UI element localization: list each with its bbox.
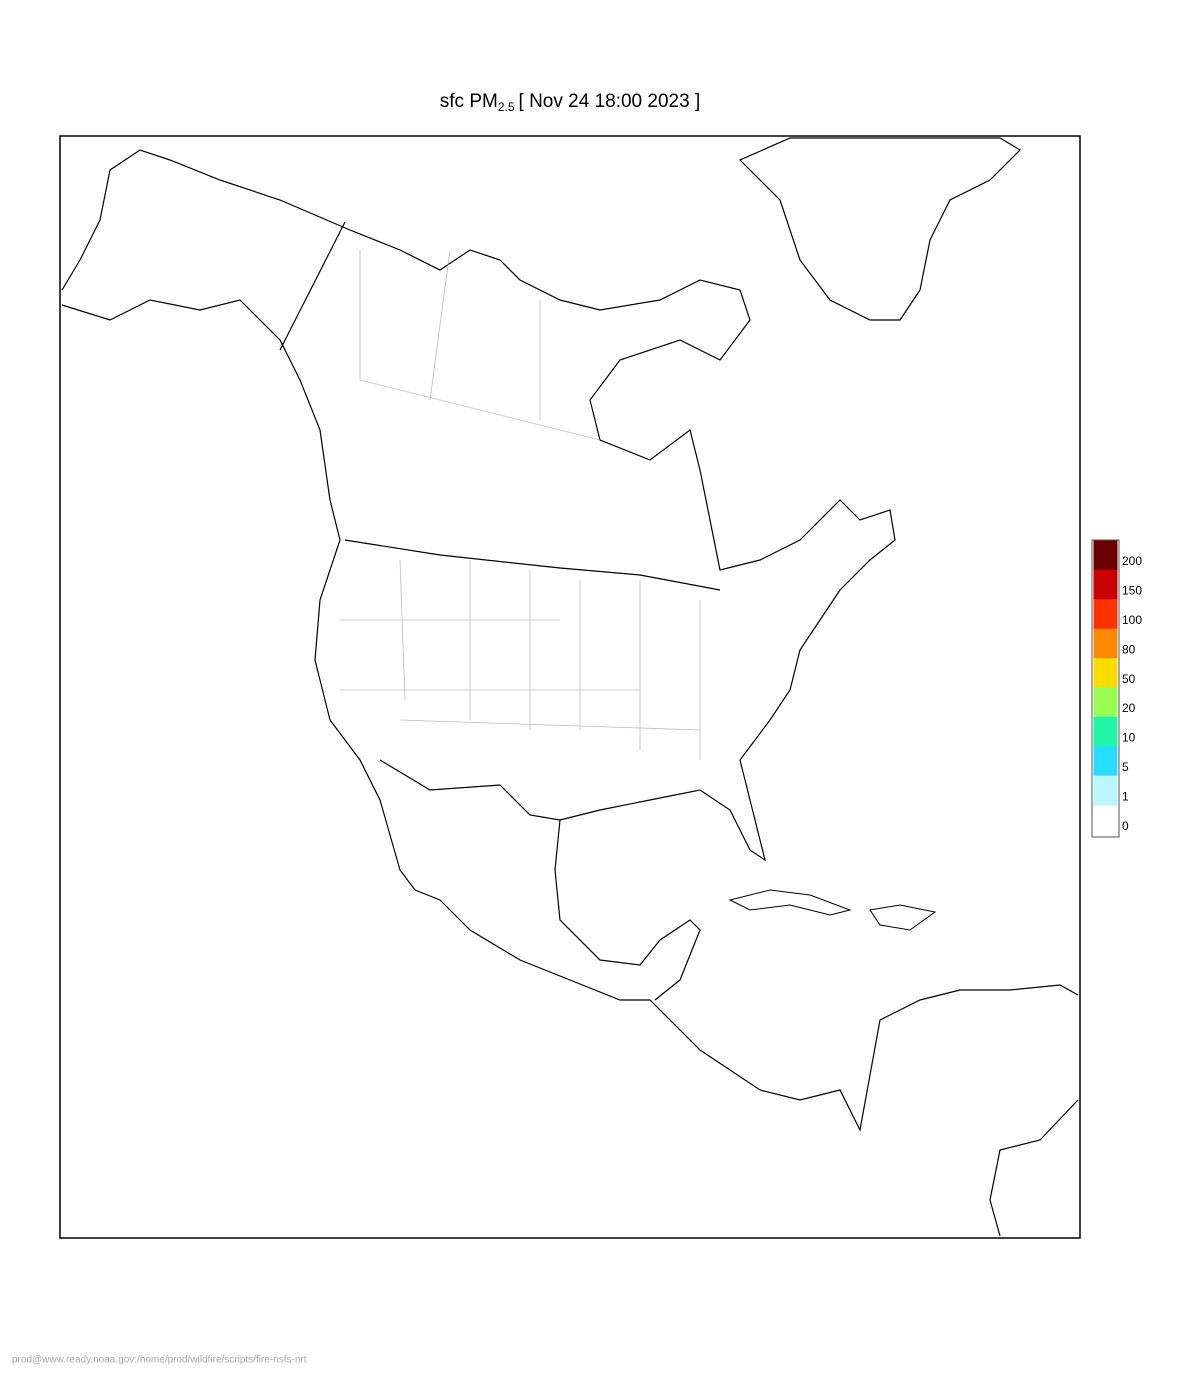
legend-swatch (1093, 716, 1118, 748)
legend-swatch (1093, 599, 1118, 630)
title-suffix: [ Nov 24 18:00 2023 ] (519, 91, 701, 112)
legend-label: 10 (1122, 731, 1136, 745)
legend-swatch (1094, 805, 1117, 835)
footer: prod@www.ready.noaa.gov:/home/prod/wildf… (12, 1355, 307, 1366)
greenland-outline (738, 137, 1021, 321)
legend-swatch (1093, 775, 1118, 807)
map-title: sfc PM2.5 [ Nov 24 18:00 2023 ] (440, 91, 700, 114)
legend-swatch (1093, 746, 1118, 777)
legend-swatch (1093, 687, 1118, 718)
north-america-outline (61, 149, 1079, 1237)
legend-label: 200 (1122, 554, 1142, 568)
legend-label: 50 (1122, 672, 1136, 686)
legend-label: 100 (1122, 613, 1142, 627)
title-subscript: 2.5 (498, 100, 515, 114)
legend-label: 150 (1122, 584, 1142, 598)
legend-label: 1 (1122, 789, 1129, 803)
borders (279, 221, 721, 821)
cuba-outline (728, 889, 937, 931)
legend-label: 5 (1122, 760, 1129, 774)
legend-swatch (1093, 569, 1118, 601)
legend-label: 20 (1122, 701, 1136, 715)
legend-label: 80 (1122, 642, 1136, 656)
map-frame (59, 135, 1081, 1239)
map-area (59, 135, 1081, 1239)
state-lines (340, 249, 701, 760)
legend-label: 0 (1122, 819, 1129, 833)
legend-swatch (1093, 540, 1118, 571)
legend-swatch (1093, 628, 1118, 660)
title-prefix: sfc PM (440, 91, 498, 112)
legend-swatch (1093, 658, 1118, 689)
